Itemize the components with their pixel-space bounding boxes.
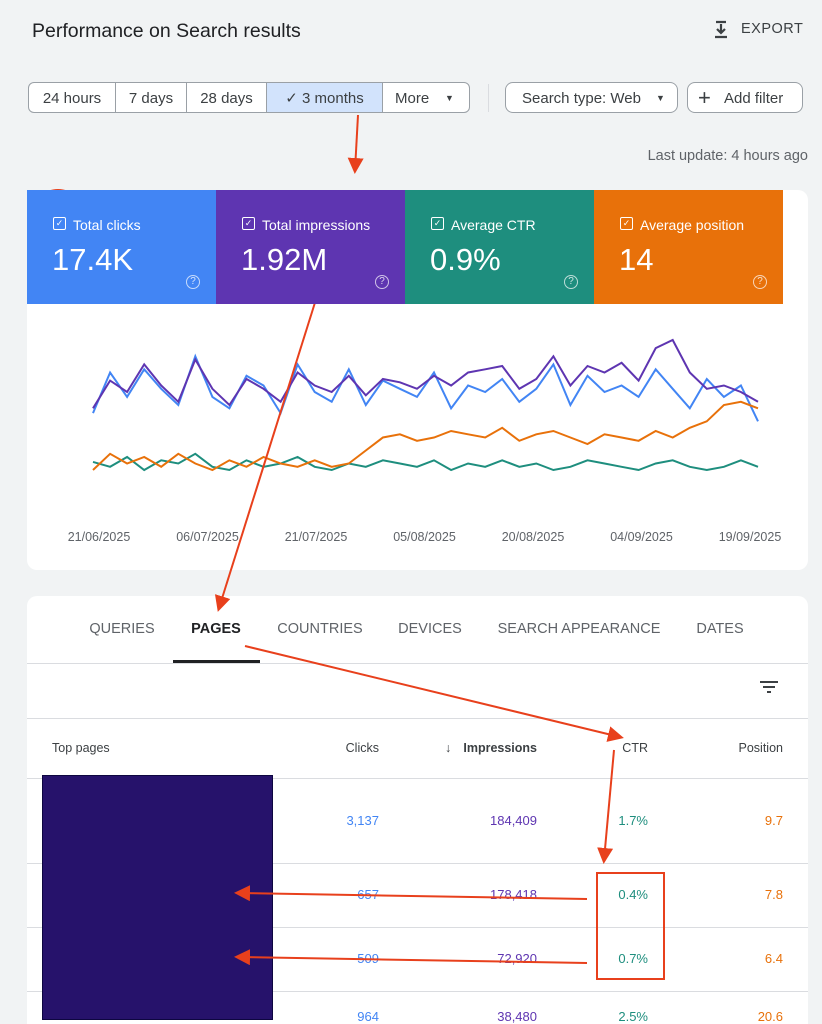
range-label[interactable]: 3 months — [302, 90, 364, 107]
help-icon[interactable]: ? — [564, 275, 578, 289]
table-cell: 657 — [357, 887, 379, 902]
help-icon[interactable]: ? — [753, 275, 767, 289]
metric-label: Total impressions — [262, 217, 371, 233]
checkbox[interactable]: ✓ — [620, 217, 633, 230]
filter-icon[interactable] — [759, 679, 779, 695]
divider — [27, 778, 808, 779]
column-header[interactable]: Position — [738, 741, 783, 755]
column-header[interactable]: Clicks — [345, 741, 379, 755]
table-cell: 6.4 — [764, 951, 783, 966]
tab[interactable]: DEVICES — [398, 621, 462, 637]
export-icon[interactable] — [711, 19, 731, 39]
divider — [27, 663, 808, 664]
add-filter-button[interactable]: + Add filter — [687, 82, 803, 113]
dropdown-arrow: ▼ — [656, 93, 665, 103]
x-tick-label: 21/07/2025 — [285, 530, 348, 544]
add-filter-label[interactable]: Add filter — [724, 90, 784, 107]
checkbox[interactable]: ✓ — [431, 217, 444, 230]
table-cell: 3,137 — [346, 813, 379, 828]
x-tick-label: 21/06/2025 — [68, 530, 131, 544]
divider — [27, 991, 808, 992]
column-header[interactable]: Impressions — [463, 741, 537, 755]
help-icon[interactable]: ? — [375, 275, 389, 289]
metric-tile[interactable]: ✓ Total impressions 1.92M? — [216, 190, 405, 304]
series-line — [92, 338, 759, 409]
metric-value: 0.9% — [430, 242, 501, 277]
table-cell: 1.7% — [618, 813, 648, 828]
metric-tile[interactable]: ✓ Total clicks 17.4K? — [27, 190, 216, 304]
table-cell: 184,409 — [490, 813, 537, 828]
more-label[interactable]: More — [395, 90, 430, 107]
metric-value: 1.92M — [241, 242, 328, 277]
table-cell: 9.7 — [764, 813, 783, 828]
metric-label: Total clicks — [73, 217, 141, 233]
x-tick-label: 05/08/2025 — [393, 530, 456, 544]
metric-tile[interactable]: ✓ Average CTR 0.9%? — [405, 190, 594, 304]
table-cell: 38,480 — [497, 1009, 537, 1024]
table-cell: 7.8 — [764, 887, 783, 902]
range-button[interactable]: 24 hours — [28, 82, 116, 113]
page-title: Performance on Search results — [32, 20, 301, 42]
range-button[interactable]: ✓ 3 months — [266, 82, 383, 113]
series-line — [92, 353, 759, 422]
metric-value: 14 — [619, 242, 654, 277]
table-cell: 0.4% — [618, 887, 648, 902]
table-cell: 178,418 — [490, 887, 537, 902]
tab[interactable]: PAGES — [191, 621, 241, 637]
more-button[interactable]: More ▼ — [382, 82, 470, 113]
metric-tile[interactable]: ✓ Average position 14? — [594, 190, 783, 304]
last-update: Last update: 4 hours ago — [647, 148, 808, 164]
tab-underline — [173, 660, 260, 663]
export-button[interactable]: EXPORT — [741, 21, 804, 37]
x-tick-label: 19/09/2025 — [719, 530, 782, 544]
metric-label: Average position — [640, 217, 745, 233]
tab[interactable]: COUNTRIES — [277, 621, 363, 637]
sort-arrow: ↓ — [445, 741, 452, 755]
table-cell: 509 — [357, 951, 379, 966]
range-label[interactable]: 24 hours — [42, 90, 102, 107]
table-cell: 0.7% — [618, 951, 648, 966]
table-cell: 2.5% — [618, 1009, 648, 1024]
plus-icon: + — [698, 85, 711, 110]
divider — [27, 863, 808, 864]
x-tick-label: 20/08/2025 — [502, 530, 565, 544]
tab[interactable]: QUERIES — [89, 621, 155, 637]
check-mark: ✓ — [285, 90, 303, 107]
help-icon[interactable]: ? — [186, 275, 200, 289]
series-line — [92, 400, 759, 472]
checkbox[interactable]: ✓ — [53, 217, 66, 230]
range-label[interactable]: 7 days — [128, 90, 174, 107]
column-header[interactable]: CTR — [622, 741, 648, 755]
x-tick-label: 04/09/2025 — [610, 530, 673, 544]
tab[interactable]: SEARCH APPEARANCE — [497, 621, 661, 637]
table-cell: 20.6 — [757, 1009, 783, 1024]
range-button[interactable]: 7 days — [115, 82, 187, 113]
column-header: Top pages — [52, 741, 110, 755]
dropdown-arrow: ▼ — [445, 93, 454, 103]
x-tick-label: 06/07/2025 — [176, 530, 239, 544]
divider — [27, 927, 808, 928]
tab[interactable]: DATES — [696, 621, 744, 637]
series-line — [92, 452, 759, 472]
search-type-button[interactable]: Search type: Web ▼ — [505, 82, 678, 113]
metric-value: 17.4K — [52, 242, 134, 277]
redacted-block — [42, 775, 273, 1020]
range-button[interactable]: 28 days — [186, 82, 267, 113]
checkbox[interactable]: ✓ — [242, 217, 255, 230]
metric-label: Average CTR — [451, 217, 536, 233]
separator — [488, 84, 489, 112]
table-cell: 964 — [357, 1009, 379, 1024]
search-type-label[interactable]: Search type: Web — [522, 90, 641, 107]
table-cell: 72,920 — [497, 951, 537, 966]
line-chart: 21/06/2025 06/07/2025 21/07/2025 05/08/2025… — [68, 338, 782, 544]
divider — [27, 718, 808, 719]
range-label[interactable]: 28 days — [200, 90, 253, 107]
